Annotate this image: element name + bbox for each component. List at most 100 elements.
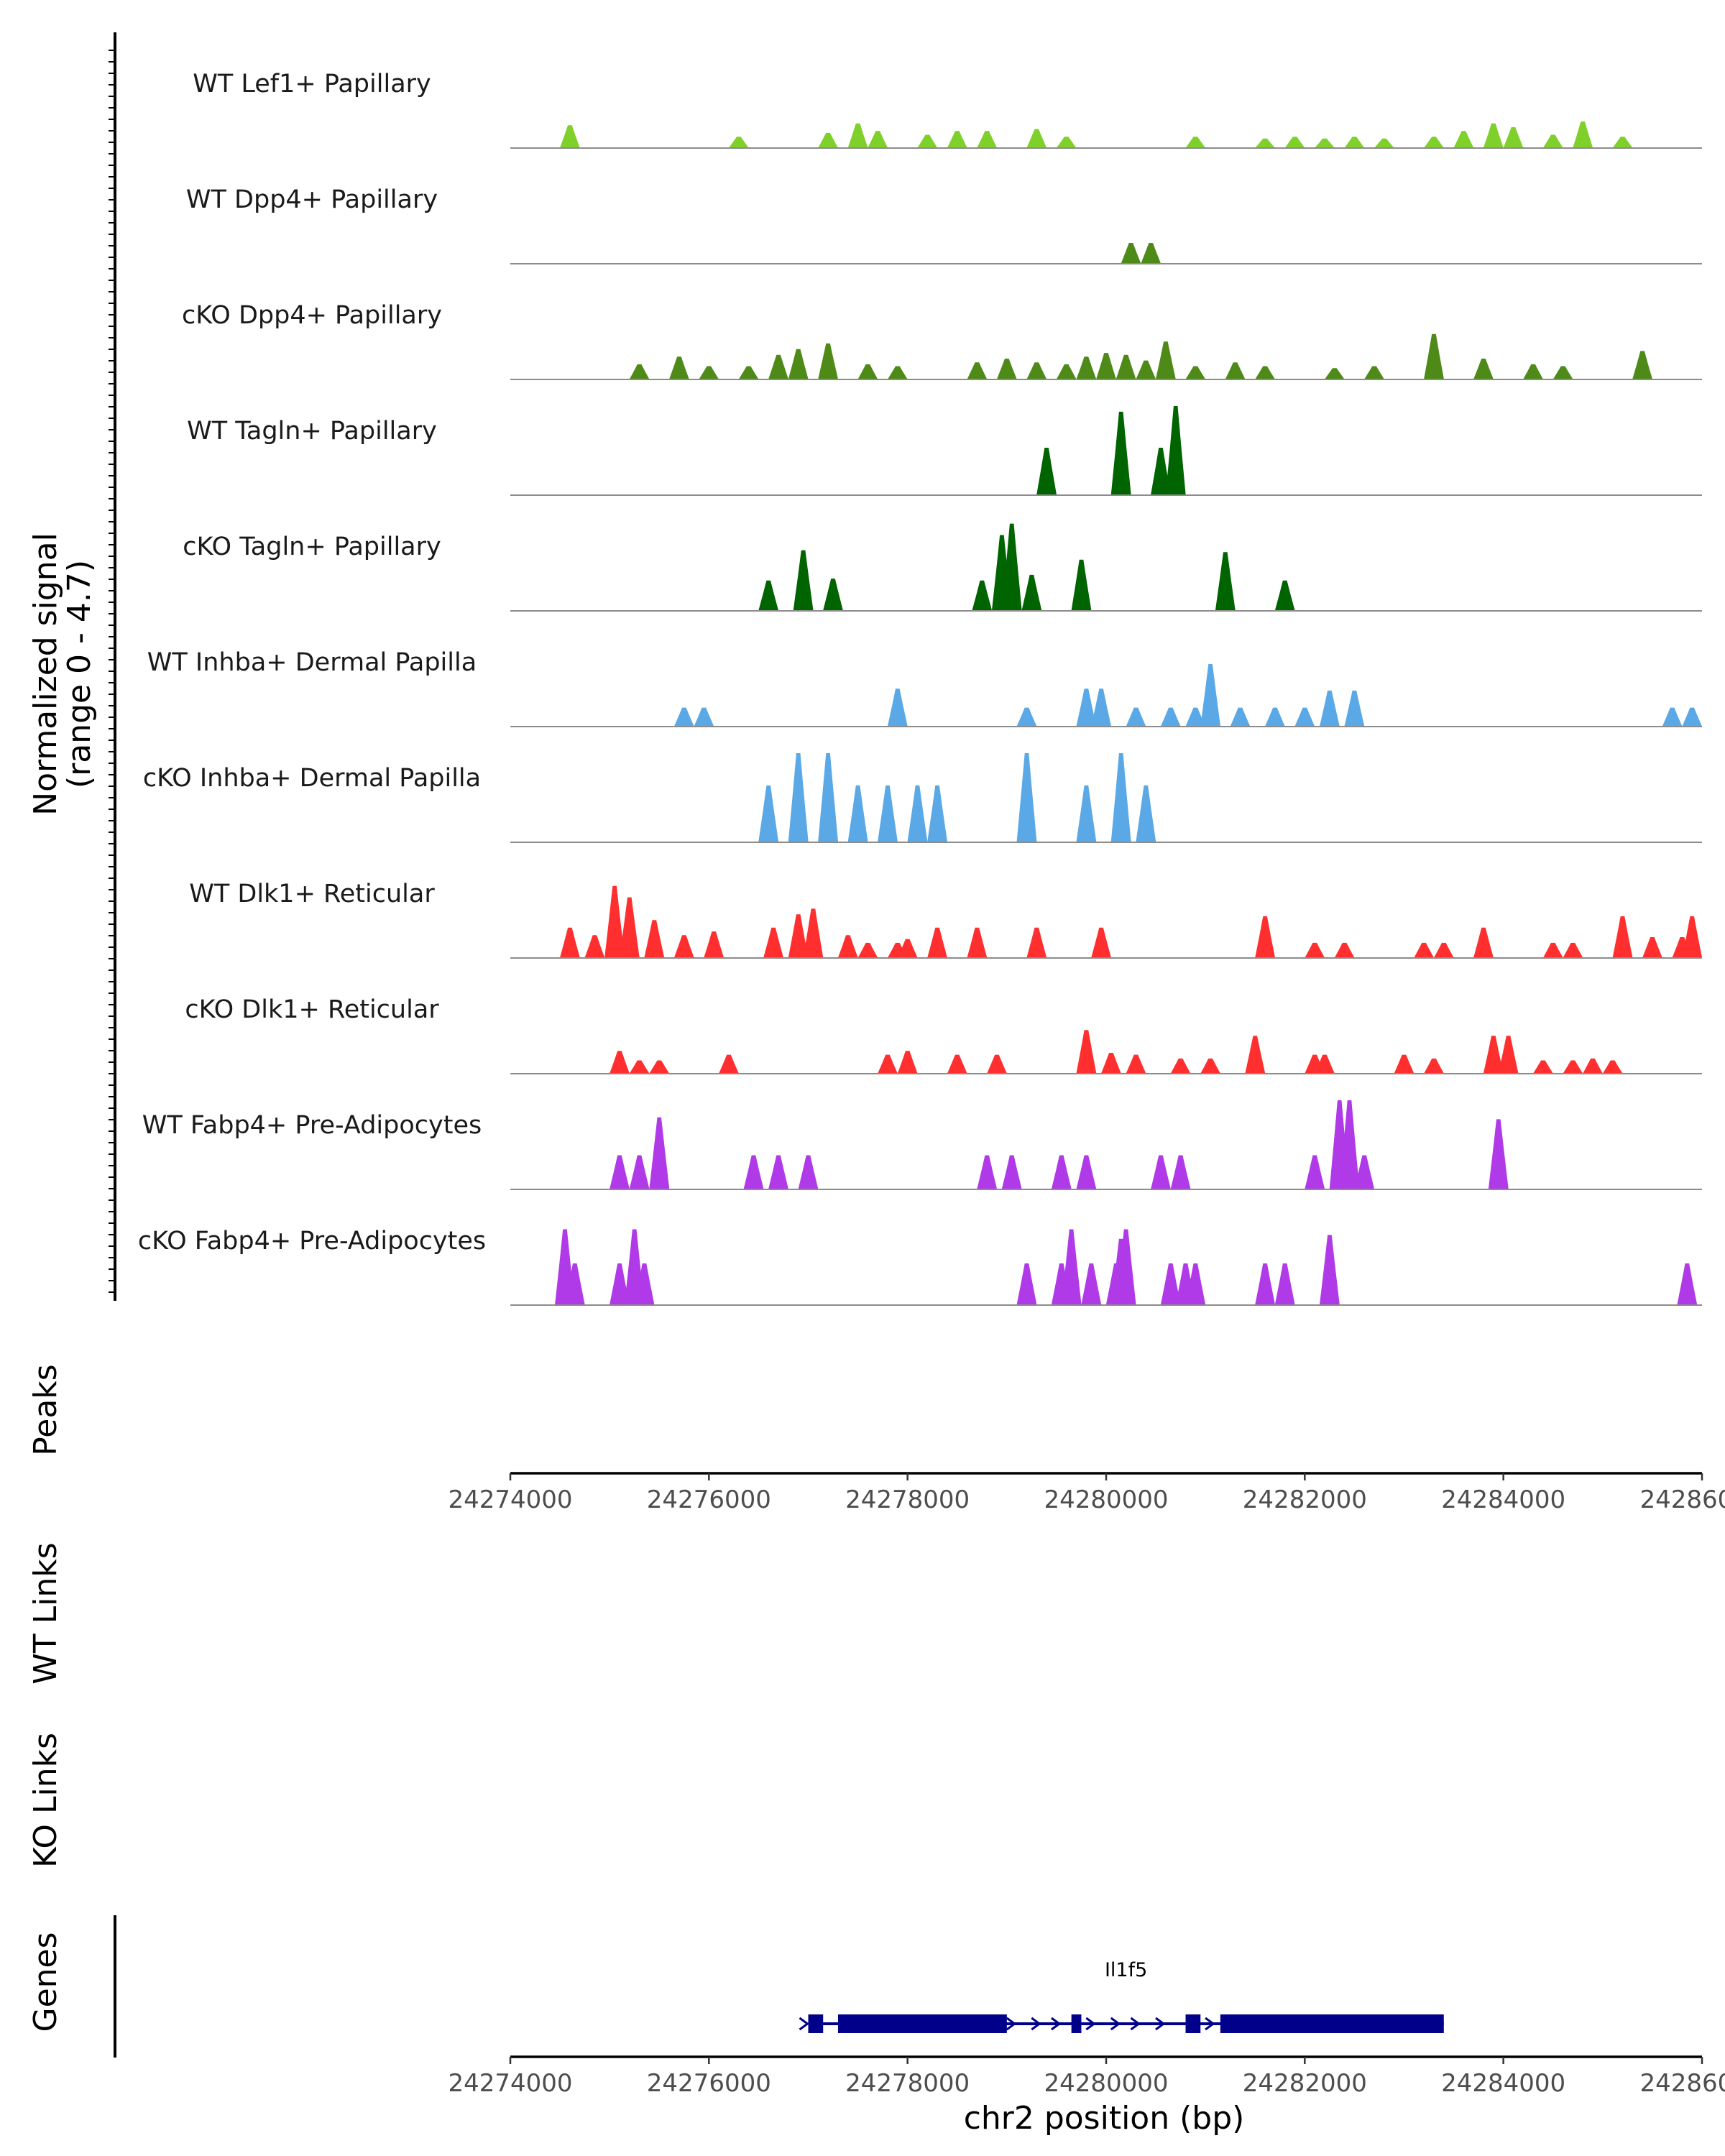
signal-peak xyxy=(728,137,749,148)
signal-peak xyxy=(1056,364,1077,379)
signal-peak xyxy=(847,123,868,148)
signal-peak xyxy=(1662,707,1683,727)
signal-peak xyxy=(1136,360,1156,379)
signal-peak xyxy=(629,1060,650,1074)
x-tick-label: 24280000 xyxy=(1044,1485,1168,1514)
track-wt-tagln-papillary: WT Tagln+ Papillary xyxy=(187,406,1702,496)
signal-peak xyxy=(1274,580,1295,611)
strand-arrow xyxy=(1006,2017,1017,2031)
track-wt-inhba-dermal-papilla: WT Inhba+ Dermal Papilla xyxy=(147,648,1703,727)
signal-peak xyxy=(1016,1263,1037,1305)
signal-peak xyxy=(1155,341,1176,379)
coverage-tracks: WT Lef1+ Papillary WT Dpp4+ Papillary cKO … xyxy=(138,70,1703,1306)
signal-peak xyxy=(1076,356,1097,379)
signal-peak xyxy=(1200,1058,1221,1074)
signal-peak xyxy=(1324,368,1345,379)
signal-peak xyxy=(947,1054,967,1074)
signal-peak xyxy=(788,914,809,958)
signal-peak xyxy=(1374,138,1394,148)
track-cko-fabp4-pre-adipocytes: cKO Fabp4+ Pre-Adipocytes xyxy=(138,1227,1702,1306)
signal-peak xyxy=(564,1263,585,1305)
signal-peak xyxy=(1245,1036,1266,1074)
x-tick-label: 24286000 xyxy=(1639,1485,1725,1514)
track-label: cKO Inhba+ Dermal Papilla xyxy=(143,764,481,793)
signal-peak xyxy=(1126,1054,1146,1074)
track-wt-dpp4-papillary: WT Dpp4+ Papillary xyxy=(186,185,1702,264)
signal-peak xyxy=(1026,362,1047,379)
signal-peak xyxy=(559,927,580,958)
x-tick-label: 24282000 xyxy=(1243,2069,1367,2098)
signal-peak xyxy=(1563,1060,1583,1074)
signal-peak xyxy=(673,935,694,958)
ko-links-panel-title: KO Links xyxy=(27,1733,64,1868)
signal-peak xyxy=(803,908,824,958)
signal-peak xyxy=(1001,523,1022,611)
track-label: WT Inhba+ Dermal Papilla xyxy=(147,648,477,677)
signal-peak xyxy=(1344,137,1365,148)
strand-arrow xyxy=(1051,2017,1062,2031)
signal-peak xyxy=(1542,134,1563,148)
signal-peak xyxy=(1532,1060,1553,1074)
signal-peak xyxy=(1200,663,1221,727)
track-cko-dpp4-papillary: cKO Dpp4+ Papillary xyxy=(182,301,1702,380)
signal-peak xyxy=(1170,1058,1191,1074)
x-tick-label: 24278000 xyxy=(845,1485,970,1514)
signal-peak xyxy=(788,349,809,379)
signal-peak xyxy=(743,1155,764,1189)
signal-peak xyxy=(878,1054,898,1074)
signal-peak xyxy=(1185,366,1206,379)
track-wt-fabp4-pre-adipocytes: WT Fabp4+ Pre-Adipocytes xyxy=(142,1100,1702,1190)
signal-peak xyxy=(704,931,724,958)
signal-peak xyxy=(1185,707,1206,727)
track-cko-dlk1-reticular: cKO Dlk1+ Reticular xyxy=(185,995,1702,1074)
signal-peak xyxy=(1116,354,1136,379)
signal-peak xyxy=(927,785,948,842)
gene-exon xyxy=(837,2014,1007,2033)
y-axis-title-line1: Normalized signal xyxy=(27,533,64,816)
signal-peak xyxy=(878,785,898,842)
signal-peak xyxy=(1126,707,1146,727)
signal-peak xyxy=(1612,137,1633,148)
signal-peak xyxy=(1021,574,1042,611)
signal-peak xyxy=(788,753,809,842)
signal-peak xyxy=(1076,1030,1097,1074)
signal-peak xyxy=(1264,707,1285,727)
signal-peak xyxy=(1344,690,1365,727)
signal-peak xyxy=(1394,1054,1414,1074)
signal-peak xyxy=(610,1155,630,1189)
x-axis-title: chr2 position (bp) xyxy=(964,2100,1245,2137)
signal-peak xyxy=(768,1155,788,1189)
signal-peak xyxy=(823,579,843,611)
signal-peak xyxy=(1076,688,1097,727)
signal-peak xyxy=(1473,359,1494,379)
signal-peak xyxy=(719,1054,739,1074)
signal-peak xyxy=(1677,1263,1698,1305)
signal-peak xyxy=(559,125,580,148)
signal-peak xyxy=(1364,366,1384,379)
signal-peak xyxy=(887,688,908,727)
signal-peak xyxy=(793,550,814,611)
signal-peak xyxy=(897,1051,918,1074)
signal-peak xyxy=(1096,353,1116,379)
signal-peak xyxy=(1453,131,1474,148)
signal-peak xyxy=(1503,127,1524,148)
signal-peak xyxy=(1339,1100,1360,1189)
track-cko-inhba-dermal-papilla: cKO Inhba+ Dermal Papilla xyxy=(143,753,1702,843)
signal-peak xyxy=(897,939,918,958)
x-tick-label: 24284000 xyxy=(1441,2069,1565,2098)
signal-peak xyxy=(1016,707,1037,727)
x-tick-label: 24274000 xyxy=(448,2069,572,2098)
gene-exon xyxy=(1071,2014,1082,2033)
signal-peak xyxy=(1036,448,1057,495)
signal-peak xyxy=(1016,753,1037,842)
wt-links-panel-title: WT Links xyxy=(27,1542,64,1684)
signal-peak xyxy=(610,1051,630,1074)
strand-arrow xyxy=(1205,2017,1215,2031)
signal-peak xyxy=(1071,559,1092,611)
signal-peak xyxy=(907,785,928,842)
signal-peak xyxy=(1433,942,1454,958)
signal-peak xyxy=(649,1117,670,1189)
signal-peak xyxy=(1315,138,1335,148)
strand-arrow xyxy=(1155,2017,1166,2031)
